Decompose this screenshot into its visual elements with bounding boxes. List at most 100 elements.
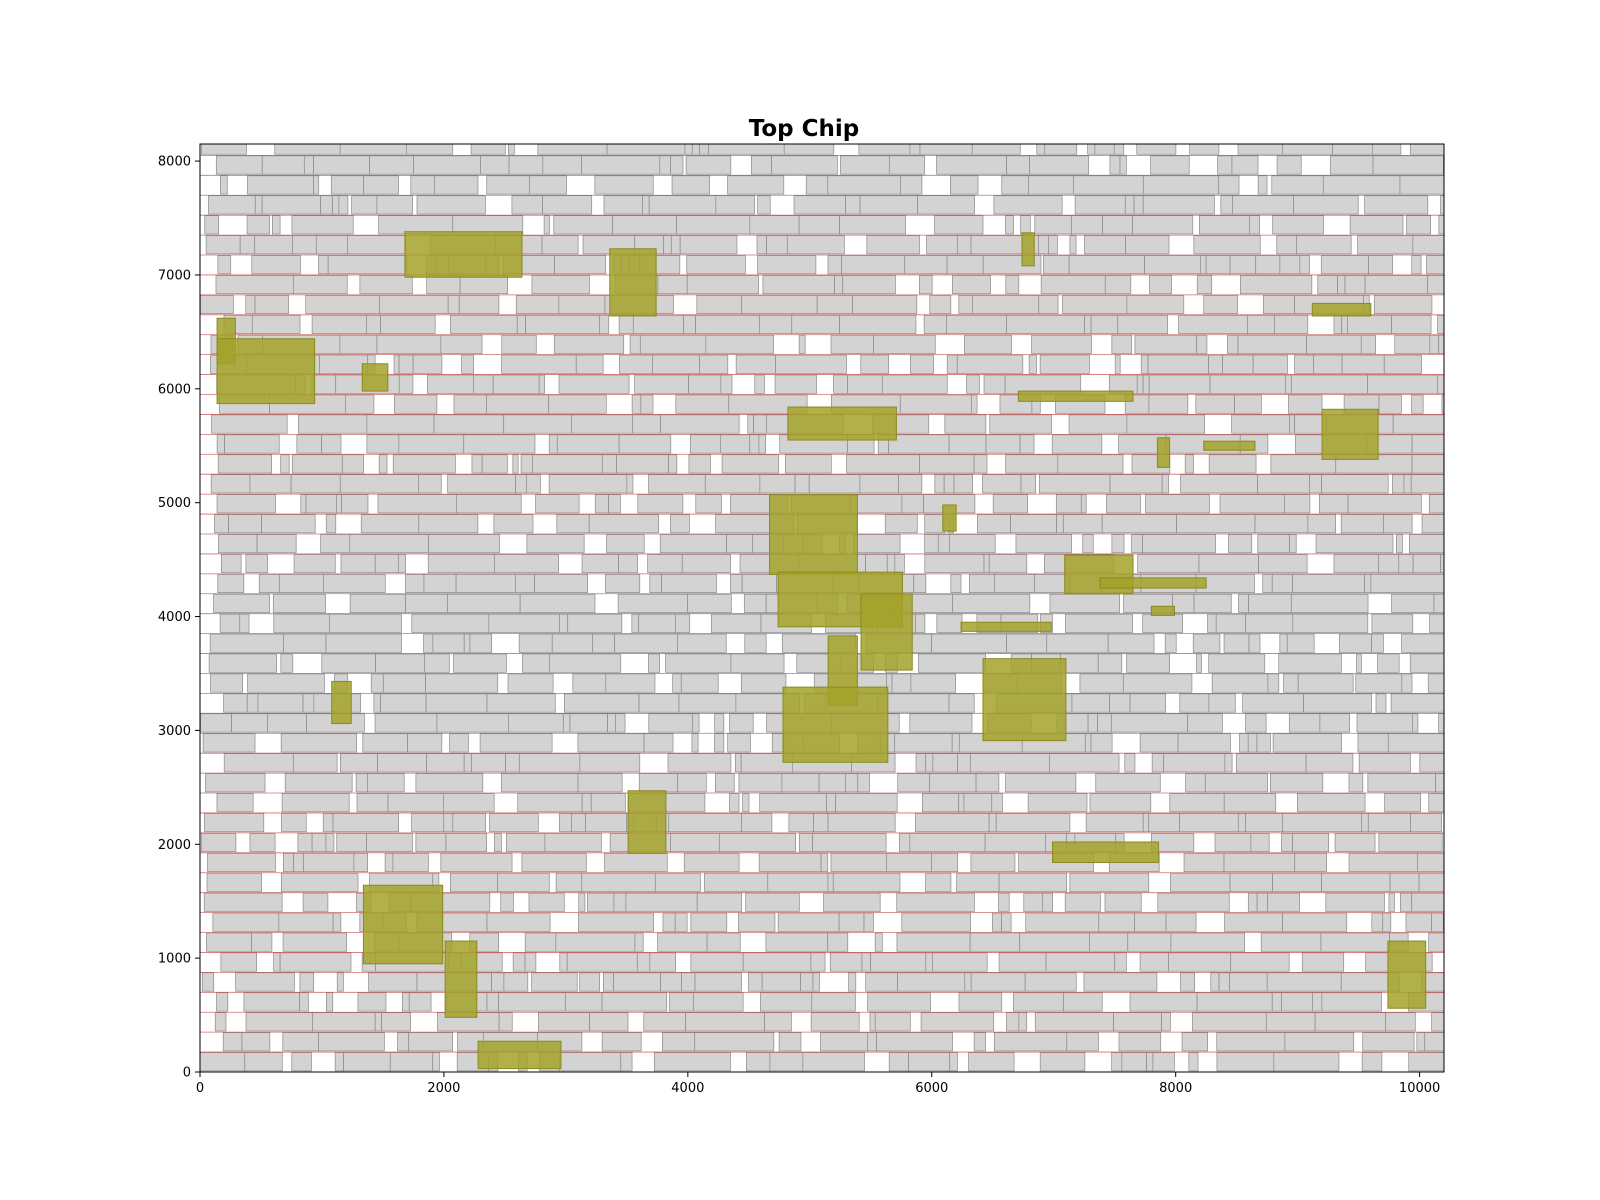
standard-cell [1114,952,1127,972]
standard-cell [925,872,952,892]
standard-cell [1416,1032,1426,1052]
standard-cell [370,673,384,693]
standard-cell [1410,474,1444,494]
standard-cell [1124,195,1135,215]
standard-cell [329,613,402,633]
standard-cell [296,434,323,454]
standard-cell [526,534,585,554]
standard-cell [626,474,634,494]
standard-cell [318,1032,385,1052]
standard-cell [1385,1012,1416,1032]
standard-cell [1357,733,1389,753]
standard-cell [994,573,1035,593]
standard-cell [575,354,604,374]
standard-cell [488,613,560,633]
standard-cell [915,813,990,833]
standard-cell [261,195,322,215]
standard-cell [1013,992,1065,1012]
standard-cell [563,693,640,713]
standard-cell [1203,294,1238,315]
standard-cell [1196,992,1273,1012]
standard-cell [302,693,315,713]
standard-cell [1205,255,1231,275]
standard-cell [208,195,256,215]
standard-cell [896,932,971,952]
standard-cell [215,155,263,175]
standard-cell [810,952,826,972]
standard-cell [827,813,896,833]
standard-cell [500,892,514,912]
standard-cell [971,394,978,414]
standard-cell [1290,593,1369,613]
standard-cell [470,144,506,155]
standard-cell [1025,912,1100,932]
standard-cell [1137,554,1200,574]
standard-cell [1262,573,1273,593]
standard-cell [680,673,719,693]
standard-cell [220,952,257,972]
standard-cell [901,912,971,932]
standard-cell [322,813,334,833]
standard-cell [407,733,443,753]
standard-cell [587,892,615,912]
standard-cell [525,474,541,494]
standard-cell [612,215,678,235]
standard-cell [1196,275,1213,295]
standard-cell [775,354,847,374]
standard-cell [910,354,934,374]
standard-cell [863,912,874,932]
standard-cell [648,713,694,733]
standard-cell [1428,932,1444,952]
standard-cell [668,454,678,474]
standard-cell [657,275,688,295]
standard-cell [376,195,413,215]
standard-cell [964,972,972,992]
standard-cell [648,195,717,215]
standard-cell [1151,753,1164,773]
standard-cell [749,434,760,454]
standard-cell [956,235,972,255]
standard-cell [710,613,762,633]
standard-cell [1341,354,1385,374]
standard-cell [338,195,349,215]
standard-cell [995,813,1071,833]
standard-cell [1242,693,1304,713]
standard-cell [1271,175,1324,195]
standard-cell [649,573,662,593]
standard-cell [210,474,251,494]
standard-cell [305,294,380,315]
standard-cell [1411,394,1424,414]
standard-cell [505,753,520,773]
standard-cell [1256,892,1269,912]
standard-cell [447,294,460,315]
standard-cell [1371,633,1384,653]
standard-cell [1254,514,1309,534]
standard-cell [566,952,638,972]
standard-cell [433,175,479,195]
standard-cell [590,793,626,813]
standard-cell [846,454,920,474]
standard-cell [1117,314,1168,334]
x-tick-label: 10000 [1399,1081,1440,1096]
standard-cell [1161,1012,1171,1032]
standard-cell [1245,613,1294,633]
standard-cell [282,1032,319,1052]
standard-cells-layer [200,144,1444,1072]
y-tick-label: 3000 [158,724,191,739]
standard-cell [764,1012,792,1032]
standard-cell [1129,992,1198,1012]
standard-cell [1044,144,1078,155]
standard-cell [359,275,413,295]
standard-cell [802,1052,865,1072]
standard-cell [554,255,607,275]
standard-cell [1245,813,1284,833]
standard-cell [553,215,614,235]
standard-cell [866,235,920,255]
standard-cell [1224,753,1233,773]
standard-cell [1334,832,1376,853]
standard-cell [1196,334,1208,354]
standard-cell [1321,872,1391,892]
standard-cell [631,613,640,633]
standard-cell [1106,494,1141,514]
standard-cell [1367,773,1436,793]
